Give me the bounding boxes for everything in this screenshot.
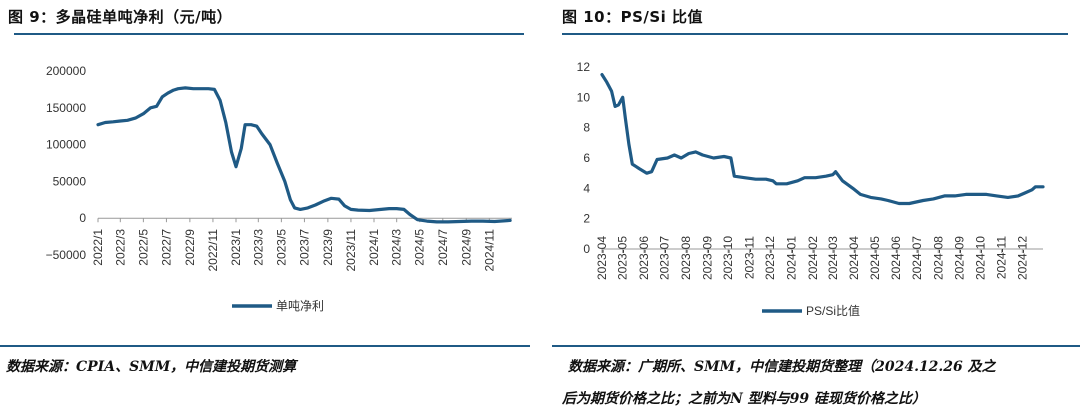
y-tick-label: 4 [583, 181, 590, 195]
x-tick-label: 2024/7 [436, 229, 450, 266]
x-tick-label: 2023/9 [321, 229, 335, 266]
x-tick-label: 2024-08 [931, 236, 945, 280]
x-tick-label: 2024-10 [973, 236, 987, 280]
x-tick-label: 2024-04 [847, 236, 861, 280]
x-tick-label: 2022/9 [183, 229, 197, 266]
x-tick-label: 2024-02 [806, 236, 820, 280]
x-tick-label: 2022/1 [91, 229, 105, 266]
right-source-note-line1: 数据来源：广期所、SMM，中信建投期货整理（2024.12.26 及之 [568, 359, 996, 375]
x-tick-label: 2023-07 [658, 236, 672, 280]
y-tick-label: 100000 [46, 138, 86, 152]
x-tick-label: 2024-07 [910, 236, 924, 280]
x-tick-label: 2023-12 [763, 236, 777, 280]
y-tick-label: 150000 [46, 101, 86, 115]
x-tick-label: 2023-11 [742, 236, 756, 279]
x-tick-label: 2024-06 [889, 236, 903, 280]
x-tick-label: 2023-06 [637, 236, 651, 280]
left-line-chart: −50000 0 50000 100000 150000 200000 2022/1 2022… [46, 64, 512, 313]
right-bottom-rule [552, 345, 1080, 347]
x-tick-label: 2022/5 [136, 229, 150, 266]
legend-label: 单吨净利 [276, 299, 324, 313]
right-source-note-line2: 后为期货价格之比；之前为N 型料与99 硅现货价格之比） [562, 391, 927, 407]
x-tick-label: 2023/7 [297, 229, 311, 266]
legend-label: PS/Si比值 [806, 303, 860, 318]
x-tick-label: 2024/11 [482, 229, 496, 272]
right-line-chart: 0 2 4 6 8 10 12 2023-04 2023-05 2023-06 2023-07 202… [577, 60, 1045, 318]
x-tick-label: 2023-08 [679, 236, 693, 280]
right-title-rule [562, 33, 1068, 35]
series-line [600, 73, 1045, 206]
left-source-note: 数据来源：CPIA、SMM，中信建投期货测算 [6, 359, 297, 375]
x-tick-label: 2023/1 [229, 229, 243, 266]
x-tick-label: 2023-04 [595, 236, 609, 280]
x-tick-label: 2024/5 [413, 229, 427, 266]
x-tick-label: 2022/3 [113, 229, 127, 266]
y-tick-label: 10 [577, 90, 591, 104]
x-tick-label: 2023/3 [251, 229, 265, 266]
x-tick-label: 2024-01 [784, 236, 798, 280]
x-tick-label: 2024-03 [826, 236, 840, 280]
y-tick-label: 2 [583, 212, 590, 226]
y-tick-label: 0 [583, 242, 590, 256]
x-tick-label: 2024-12 [1015, 236, 1029, 280]
series-line [96, 86, 512, 224]
y-tick-label: 12 [577, 60, 591, 74]
x-tick-label: 2023/11 [344, 229, 358, 272]
x-tick-label: 2024-09 [953, 236, 967, 280]
x-tick-label: 2023/5 [274, 229, 288, 266]
left-title-rule [14, 33, 524, 35]
x-tick-label: 2023-05 [616, 236, 630, 280]
y-tick-label: −50000 [46, 248, 87, 262]
x-tick-label: 2024/3 [390, 229, 404, 266]
x-tick-label: 2023-10 [721, 236, 735, 280]
right-chart-title: 图 10：PS/Si 比值 [562, 8, 704, 26]
y-tick-label: 6 [583, 151, 590, 165]
x-tick-label: 2023-09 [700, 236, 714, 280]
left-chart-title: 图 9：多晶硅单吨净利（元/吨） [8, 8, 233, 26]
y-tick-label: 200000 [46, 64, 86, 78]
left-bottom-rule [0, 345, 530, 347]
x-tick-label: 2024-11 [995, 236, 1009, 279]
x-tick-label: 2024/9 [459, 229, 473, 266]
y-tick-label: 8 [583, 121, 590, 135]
x-tick-label: 2024-05 [868, 236, 882, 280]
y-tick-label: 0 [79, 211, 86, 225]
y-tick-label: 50000 [53, 174, 87, 188]
x-tick-label: 2022/11 [206, 229, 220, 272]
x-tick-label: 2024/1 [367, 229, 381, 266]
x-tick-label: 2022/7 [159, 229, 173, 266]
